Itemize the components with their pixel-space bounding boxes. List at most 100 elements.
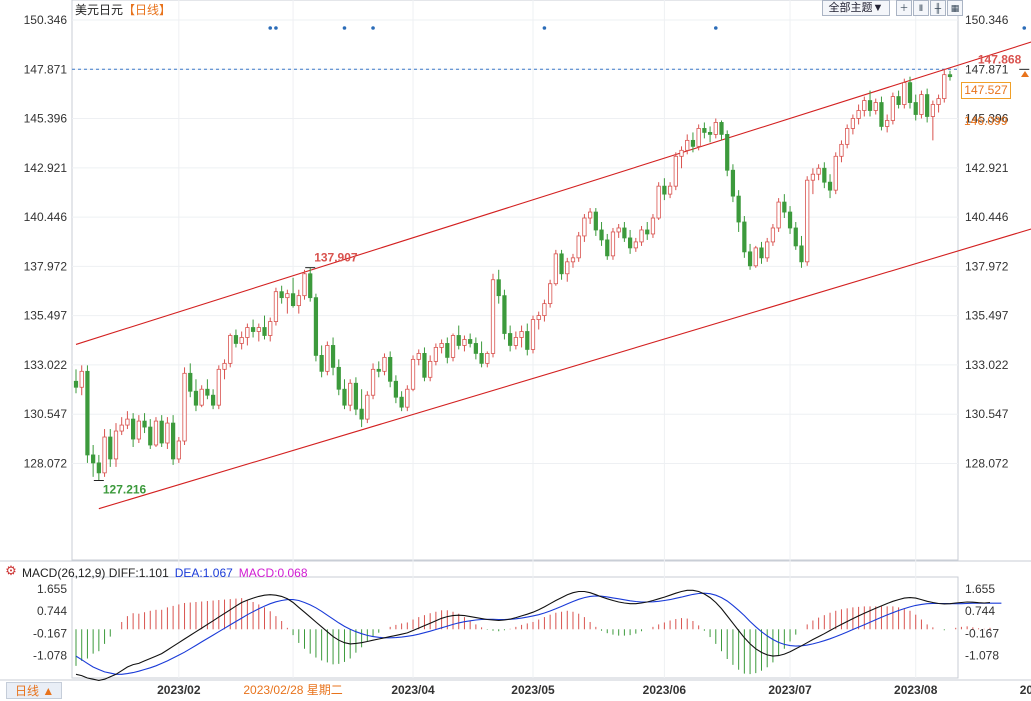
candle (393, 375, 399, 404)
candle (376, 361, 381, 378)
candle (770, 223, 776, 246)
candle (325, 341, 330, 376)
candle-body (222, 362, 227, 370)
candle (250, 319, 256, 338)
candle-body (336, 366, 341, 390)
candle-body (627, 237, 633, 249)
candle (885, 114, 890, 133)
candle-body (445, 343, 450, 358)
candle (496, 269, 501, 304)
macd-dea: DEA:1.067 (174, 566, 233, 580)
x-tick-label: 2023/02/28 星期二 (243, 683, 342, 697)
candle (159, 415, 164, 447)
candle-body (639, 229, 644, 243)
candle (205, 379, 210, 400)
candle-body (730, 169, 736, 197)
candle-body (679, 149, 684, 157)
candle (439, 339, 444, 354)
candle (839, 140, 844, 163)
candle-body (439, 343, 444, 348)
candle (279, 285, 284, 304)
candle-body (199, 388, 204, 406)
candle (342, 379, 347, 410)
candle (685, 134, 690, 155)
candle (262, 315, 267, 340)
candle-body (867, 100, 873, 111)
candle-body (588, 211, 593, 219)
candle (719, 120, 724, 141)
candle-body (256, 327, 261, 332)
candle-body (262, 327, 267, 336)
candle-body (645, 229, 650, 235)
candle (725, 130, 730, 177)
candle-body (85, 370, 90, 456)
bars-icon[interactable]: Ⅱ (913, 0, 929, 16)
candle (410, 355, 416, 392)
candle (867, 90, 873, 117)
candle (707, 126, 713, 143)
candle-body (879, 102, 884, 127)
candle (513, 331, 518, 350)
period-select-button[interactable]: 日线 ▲ (6, 682, 62, 699)
macd-tick-right: -0.167 (965, 626, 999, 640)
candle-body (422, 353, 427, 378)
plus-icon[interactable]: ＋ (896, 0, 912, 16)
candle-body (233, 335, 239, 344)
candle-body (210, 394, 216, 406)
candle (525, 323, 530, 356)
candle (490, 273, 496, 358)
candle (188, 363, 193, 398)
candle (239, 331, 244, 350)
candle (810, 168, 816, 195)
candle (445, 337, 450, 364)
candle-body (388, 356, 393, 382)
x-tick-label: 2023/04 (391, 683, 435, 697)
candle (433, 343, 438, 366)
candle (605, 233, 610, 260)
y-tick-right: 130.547 (965, 407, 1009, 421)
candle (930, 100, 935, 141)
x-tick-label: 2023/02 (157, 683, 201, 697)
candle-body (742, 221, 747, 253)
candle-body (193, 390, 199, 406)
candle-body (502, 295, 507, 334)
event-dot (342, 26, 347, 30)
grid-icon[interactable]: ▦ (947, 0, 963, 16)
channel-line-lower (98, 228, 1031, 510)
candle (296, 289, 301, 314)
candle (599, 222, 604, 246)
candle-body (919, 94, 924, 115)
candle-body (485, 353, 490, 364)
candle-body (296, 295, 301, 307)
candle (639, 225, 644, 246)
candle (765, 237, 770, 262)
candle-body (736, 195, 741, 223)
candle (502, 289, 507, 340)
gear-icon[interactable]: ⚙ (5, 563, 17, 578)
theme-dropdown-button[interactable]: 全部主题▼ (822, 0, 890, 16)
y-tick-right: 140.446 (965, 210, 1009, 224)
candle (165, 417, 170, 449)
x-tick-label: 2023/07 (768, 683, 812, 697)
candle-icon[interactable]: ╫ (930, 0, 946, 16)
macd-tick-right: -1.078 (965, 649, 999, 663)
candle-body (416, 353, 421, 360)
candle-body (462, 339, 467, 346)
y-tick-left: 130.547 (24, 407, 68, 421)
candle-body (942, 74, 947, 99)
candle (245, 323, 250, 346)
candle (153, 417, 159, 447)
diff-line (75, 589, 991, 681)
candle (399, 391, 404, 412)
candle (759, 241, 764, 264)
candle (747, 243, 753, 270)
candle (428, 355, 433, 382)
candle (793, 222, 798, 250)
candle (228, 333, 233, 368)
candle (827, 174, 833, 199)
candle (485, 351, 490, 368)
candle-body (542, 303, 547, 316)
candle-body (816, 167, 821, 175)
candle-body (553, 253, 558, 285)
